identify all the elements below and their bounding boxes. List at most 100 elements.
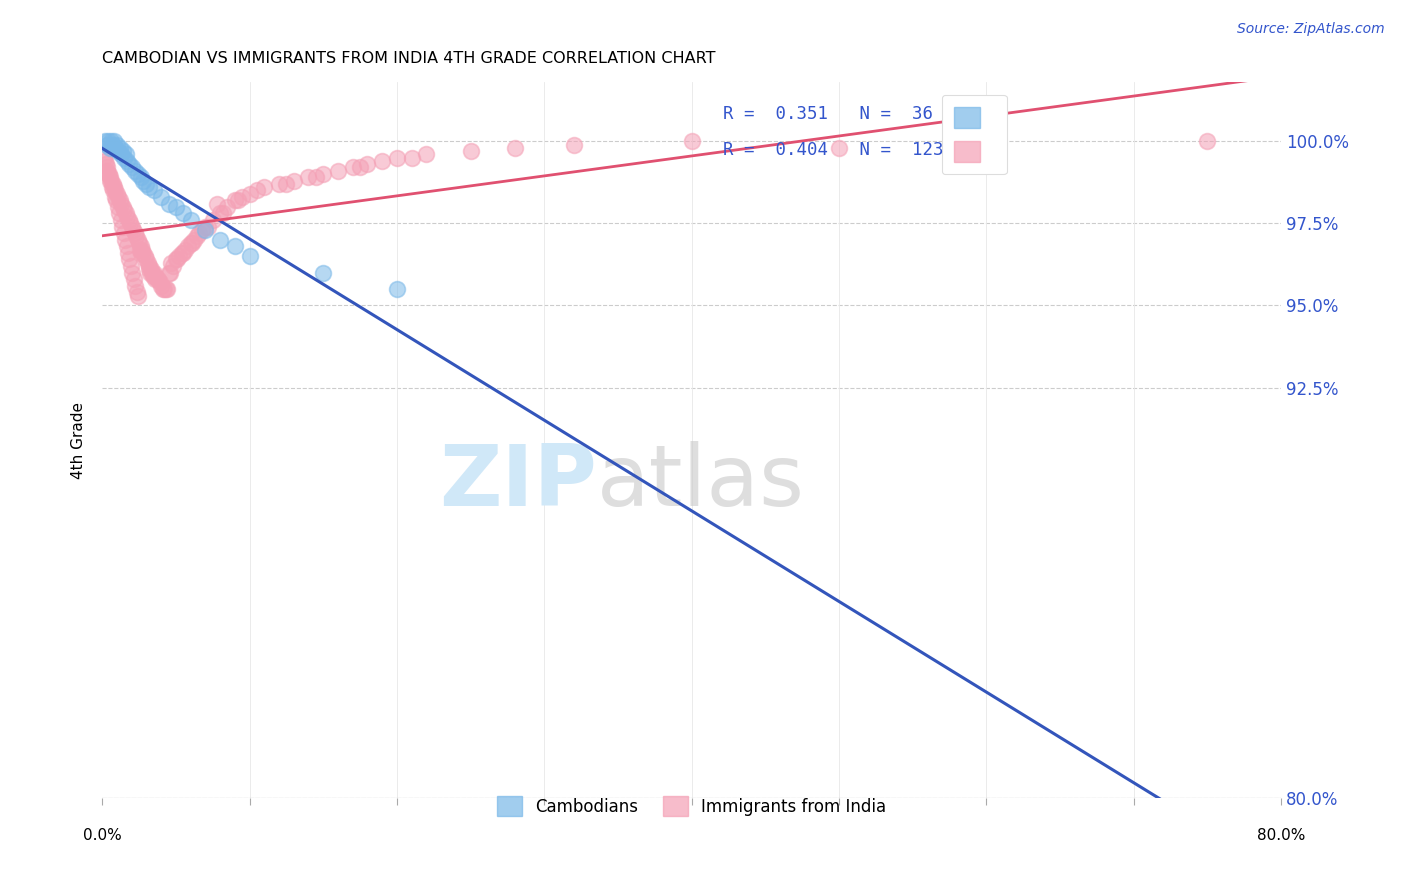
Point — [371, 153, 394, 168]
Point — [205, 196, 228, 211]
Point — [142, 268, 165, 283]
Point — [104, 184, 127, 198]
Text: R =  0.404   N =  123: R = 0.404 N = 123 — [724, 141, 943, 159]
Point — [111, 200, 134, 214]
Point — [124, 226, 146, 240]
Text: 80.0%: 80.0% — [1257, 828, 1305, 843]
Point — [103, 134, 125, 148]
Point — [139, 266, 162, 280]
Point — [356, 157, 378, 171]
Point — [342, 161, 364, 175]
Point — [165, 200, 187, 214]
Point — [503, 141, 526, 155]
Point — [105, 194, 128, 208]
Point — [197, 219, 219, 234]
Point — [129, 245, 152, 260]
Point — [276, 177, 298, 191]
Point — [160, 256, 183, 270]
Text: CAMBODIAN VS IMMIGRANTS FROM INDIA 4TH GRADE CORRELATION CHART: CAMBODIAN VS IMMIGRANTS FROM INDIA 4TH G… — [103, 51, 716, 66]
Point — [138, 262, 160, 277]
Point — [415, 147, 437, 161]
Point — [155, 282, 177, 296]
Point — [143, 272, 166, 286]
Point — [118, 252, 141, 267]
Point — [183, 233, 205, 247]
Text: ZIP: ZIP — [440, 442, 598, 524]
Point — [132, 174, 155, 188]
Point — [349, 161, 371, 175]
Point — [94, 153, 117, 168]
Point — [110, 196, 132, 211]
Point — [122, 272, 145, 286]
Point — [96, 137, 118, 152]
Point — [98, 141, 121, 155]
Point — [112, 226, 135, 240]
Point — [224, 194, 246, 208]
Point — [108, 206, 131, 220]
Point — [97, 134, 120, 148]
Point — [238, 186, 260, 201]
Point — [180, 213, 202, 227]
Point — [105, 137, 128, 152]
Text: R =  0.351   N =  36: R = 0.351 N = 36 — [724, 105, 934, 123]
Point — [312, 167, 335, 181]
Point — [224, 239, 246, 253]
Point — [326, 163, 349, 178]
Point — [153, 282, 176, 296]
Text: Source: ZipAtlas.com: Source: ZipAtlas.com — [1237, 22, 1385, 37]
Point — [117, 245, 139, 260]
Point — [209, 233, 232, 247]
Point — [217, 200, 239, 214]
Legend: Cambodians, Immigrants from India: Cambodians, Immigrants from India — [484, 783, 900, 829]
Point — [231, 190, 253, 204]
Point — [128, 235, 150, 250]
Point — [104, 141, 127, 155]
Point — [172, 245, 194, 260]
Point — [111, 144, 134, 158]
Point — [238, 249, 260, 263]
Point — [974, 137, 997, 152]
Point — [96, 161, 118, 175]
Point — [97, 167, 120, 181]
Point — [138, 259, 160, 273]
Point — [129, 239, 152, 253]
Point — [127, 167, 149, 181]
Point — [460, 144, 482, 158]
Point — [283, 174, 305, 188]
Point — [118, 213, 141, 227]
Point — [180, 235, 202, 250]
Point — [96, 163, 118, 178]
Point — [167, 249, 190, 263]
Text: 0.0%: 0.0% — [83, 828, 121, 843]
Point — [201, 213, 224, 227]
Point — [562, 137, 585, 152]
Point — [170, 245, 193, 260]
Point — [142, 184, 165, 198]
Point — [157, 196, 180, 211]
Point — [176, 239, 198, 253]
Point — [107, 144, 129, 158]
Point — [121, 266, 143, 280]
Point — [127, 288, 149, 302]
Point — [120, 259, 142, 273]
Point — [159, 266, 181, 280]
Point — [181, 235, 204, 250]
Point — [117, 153, 139, 168]
Point — [117, 210, 139, 224]
Y-axis label: 4th Grade: 4th Grade — [72, 401, 86, 478]
Point — [121, 219, 143, 234]
Point — [127, 233, 149, 247]
Point — [145, 272, 167, 286]
Point — [138, 180, 160, 194]
Point — [94, 157, 117, 171]
Point — [312, 266, 335, 280]
Point — [98, 170, 121, 185]
Point — [149, 276, 172, 290]
Point — [157, 266, 180, 280]
Point — [212, 206, 235, 220]
Point — [135, 177, 157, 191]
Point — [132, 245, 155, 260]
Point — [297, 170, 319, 185]
Point — [139, 262, 162, 277]
Point — [143, 268, 166, 283]
